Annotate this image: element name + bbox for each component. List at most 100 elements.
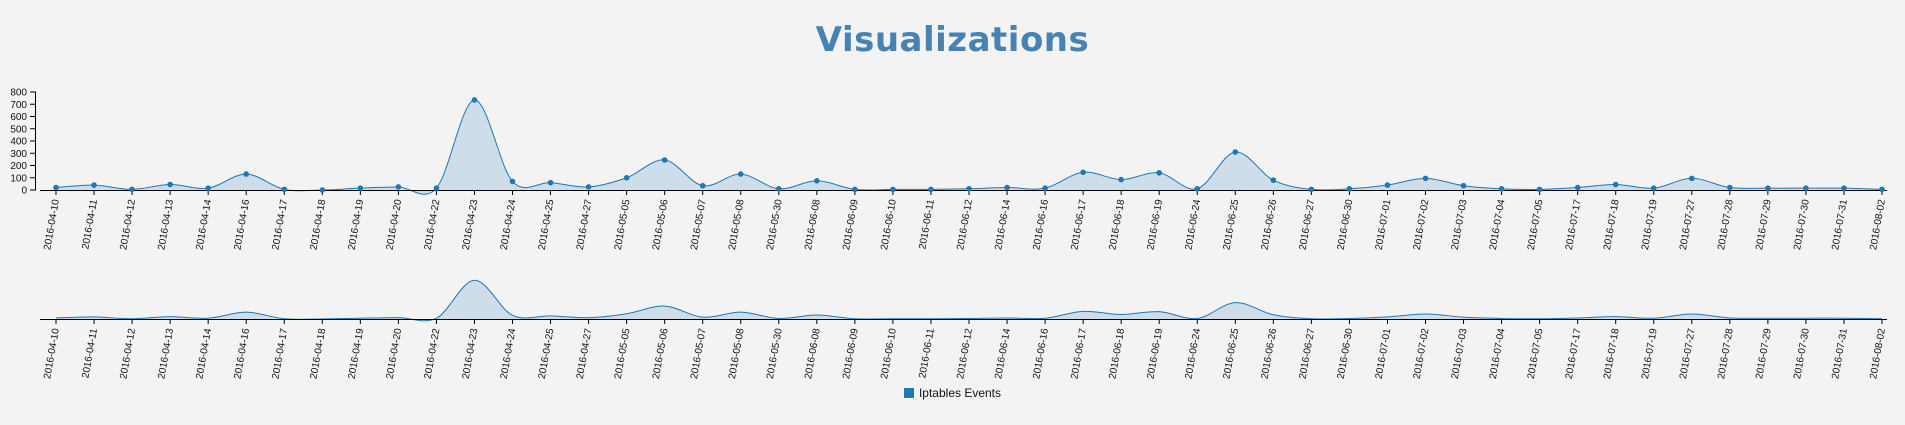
legend-swatch bbox=[903, 388, 914, 398]
focus-data-point[interactable] bbox=[1574, 184, 1581, 191]
context-x-tick-label: 2016-04-25 bbox=[537, 327, 557, 380]
focus-data-point[interactable] bbox=[471, 97, 478, 103]
focus-x-tick-label: 2016-05-05 bbox=[613, 198, 633, 251]
focus-x-tick-label: 2016-04-17 bbox=[270, 198, 290, 251]
focus-x-tick-label: 2016-07-28 bbox=[1716, 198, 1736, 251]
focus-data-point[interactable] bbox=[1042, 185, 1048, 191]
focus-data-point[interactable] bbox=[433, 185, 440, 191]
context-x-tick-label: 2016-07-03 bbox=[1450, 327, 1470, 380]
focus-data-point[interactable] bbox=[1841, 185, 1847, 191]
focus-x-tick-label: 2016-06-12 bbox=[955, 198, 975, 251]
focus-data-point[interactable] bbox=[966, 185, 972, 192]
focus-data-point[interactable] bbox=[167, 181, 173, 188]
context-x-tick-label: 2016-07-19 bbox=[1640, 327, 1660, 380]
focus-data-point[interactable] bbox=[395, 184, 402, 190]
focus-data-point[interactable] bbox=[699, 182, 706, 189]
context-x-tick-label: 2016-07-28 bbox=[1716, 327, 1736, 380]
context-x-tick-label: 2016-06-09 bbox=[841, 327, 861, 380]
focus-y-tick-label: 0 bbox=[21, 186, 27, 197]
legend-label: Iptables Events bbox=[918, 386, 1002, 400]
focus-data-point[interactable] bbox=[1688, 175, 1695, 182]
focus-data-point[interactable] bbox=[1270, 177, 1277, 183]
focus-x-tick-label: 2016-06-17 bbox=[1069, 198, 1089, 251]
focus-x-tick-label: 2016-06-10 bbox=[879, 198, 899, 251]
context-x-tick-label: 2016-07-05 bbox=[1526, 327, 1546, 380]
context-x-tick-label: 2016-06-18 bbox=[1107, 327, 1127, 380]
context-x-tick-label: 2016-04-24 bbox=[499, 327, 519, 380]
focus-data-point[interactable] bbox=[1612, 181, 1619, 188]
focus-x-tick-label: 2016-07-05 bbox=[1526, 198, 1546, 251]
legend: Iptables Events bbox=[0, 386, 1905, 400]
focus-data-point[interactable] bbox=[91, 182, 97, 188]
focus-data-point[interactable] bbox=[1765, 185, 1771, 191]
context-x-tick-label: 2016-04-10 bbox=[42, 327, 62, 380]
focus-data-point[interactable] bbox=[890, 186, 896, 193]
context-x-tick-label: 2016-05-06 bbox=[651, 327, 671, 380]
focus-data-point[interactable] bbox=[547, 179, 554, 186]
focus-x-tick-label: 2016-04-16 bbox=[232, 198, 252, 251]
focus-x-tick-label: 2016-06-14 bbox=[993, 198, 1013, 251]
context-x-tick-label: 2016-06-30 bbox=[1336, 327, 1356, 380]
focus-data-point[interactable] bbox=[1004, 184, 1010, 191]
focus-x-tick-label: 2016-04-22 bbox=[423, 198, 443, 251]
focus-data-point[interactable] bbox=[1080, 169, 1086, 176]
focus-y-tick-label: 800 bbox=[10, 88, 27, 99]
context-chart[interactable]: 2016-04-10 2016-04-11 2016-04-12 2016-04-13… bbox=[40, 279, 1888, 380]
focus-data-point[interactable] bbox=[509, 178, 516, 185]
focus-x-tick-label: 2016-06-19 bbox=[1145, 198, 1165, 251]
focus-x-tick-label: 2016-04-19 bbox=[347, 198, 367, 251]
focus-data-point[interactable] bbox=[205, 185, 211, 191]
focus-chart[interactable]: 2016-04-10 2016-04-11 2016-04-12 2016-04-13… bbox=[10, 88, 1888, 251]
focus-data-point[interactable] bbox=[1232, 149, 1239, 155]
focus-x-tick-label: 2016-07-29 bbox=[1754, 198, 1774, 251]
context-x-tick-label: 2016-07-30 bbox=[1792, 327, 1812, 380]
focus-data-point[interactable] bbox=[1460, 182, 1467, 189]
focus-data-point[interactable] bbox=[814, 178, 820, 184]
focus-data-point[interactable] bbox=[1422, 175, 1429, 182]
focus-data-point[interactable] bbox=[319, 187, 326, 193]
focus-data-point[interactable] bbox=[1650, 185, 1657, 191]
focus-data-point[interactable] bbox=[243, 171, 250, 177]
focus-data-point[interactable] bbox=[852, 186, 858, 193]
focus-data-point[interactable] bbox=[623, 174, 630, 181]
focus-data-point[interactable] bbox=[129, 186, 135, 193]
focus-data-point[interactable] bbox=[357, 185, 364, 191]
focus-data-point[interactable] bbox=[1194, 185, 1201, 192]
context-x-tick-label: 2016-06-24 bbox=[1183, 327, 1203, 380]
focus-data-point[interactable] bbox=[1727, 184, 1733, 191]
focus-x-tick-label: 2016-05-08 bbox=[727, 198, 747, 251]
focus-x-tick-label: 2016-07-01 bbox=[1374, 198, 1394, 251]
focus-x-tick-label: 2016-07-02 bbox=[1412, 198, 1432, 251]
focus-data-point[interactable] bbox=[1118, 176, 1124, 183]
focus-data-point[interactable] bbox=[53, 184, 59, 191]
focus-data-point[interactable] bbox=[1498, 185, 1505, 192]
focus-data-point[interactable] bbox=[1308, 186, 1315, 193]
focus-x-tick-label: 2016-08-02 bbox=[1868, 198, 1888, 251]
focus-y-tick-label: 200 bbox=[10, 161, 27, 172]
focus-data-point[interactable] bbox=[775, 185, 782, 192]
context-x-tick-label: 2016-06-16 bbox=[1031, 327, 1051, 380]
focus-data-point[interactable] bbox=[1879, 186, 1885, 193]
focus-x-tick-label: 2016-07-30 bbox=[1792, 198, 1812, 251]
focus-x-tick-label: 2016-06-08 bbox=[803, 198, 823, 251]
focus-x-tick-label: 2016-04-24 bbox=[499, 198, 519, 251]
focus-data-point[interactable] bbox=[1536, 186, 1543, 193]
focus-data-point[interactable] bbox=[1346, 185, 1353, 192]
focus-data-point[interactable] bbox=[281, 186, 288, 193]
context-x-tick-label: 2016-07-17 bbox=[1564, 327, 1584, 380]
focus-data-point[interactable] bbox=[1156, 170, 1163, 176]
context-x-tick-label: 2016-05-07 bbox=[689, 327, 709, 380]
focus-data-point[interactable] bbox=[1384, 182, 1391, 188]
focus-data-point[interactable] bbox=[737, 171, 744, 177]
focus-data-point[interactable] bbox=[1803, 185, 1809, 191]
focus-data-point[interactable] bbox=[661, 157, 668, 163]
focus-x-tick-label: 2016-04-14 bbox=[194, 198, 214, 251]
focus-data-point[interactable] bbox=[585, 184, 592, 190]
context-x-tick-label: 2016-04-12 bbox=[118, 327, 138, 380]
focus-x-tick-label: 2016-04-10 bbox=[42, 198, 62, 251]
focus-y-tick-label: 100 bbox=[10, 173, 27, 184]
focus-x-tick-label: 2016-04-25 bbox=[537, 198, 557, 251]
context-x-tick-label: 2016-06-19 bbox=[1145, 327, 1165, 380]
focus-data-point[interactable] bbox=[928, 186, 934, 193]
